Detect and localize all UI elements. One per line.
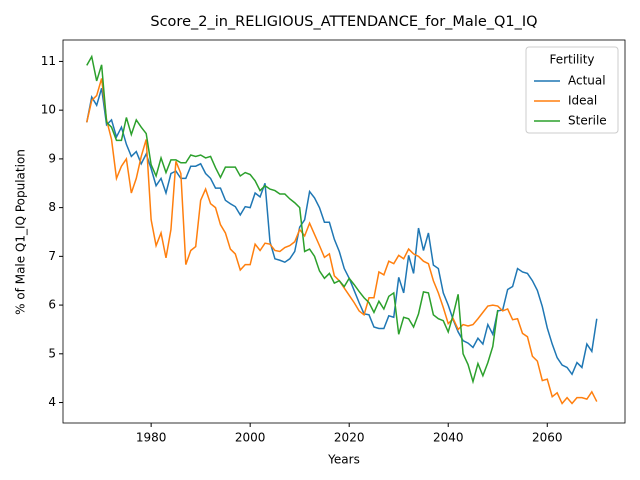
x-tick-label: 2020	[334, 431, 365, 445]
x-axis-label: Years	[327, 453, 360, 467]
y-tick-label: 4	[48, 395, 56, 409]
y-tick-label: 10	[41, 103, 56, 117]
y-tick-label: 8	[48, 200, 56, 214]
legend-title: Fertility	[549, 53, 594, 67]
y-tick-label: 6	[48, 298, 56, 312]
y-tick-label: 7	[48, 249, 56, 263]
x-tick-label: 1980	[136, 431, 167, 445]
chart-title: Score_2_in_RELIGIOUS_ATTENDANCE_for_Male…	[150, 14, 537, 30]
series-line	[86, 54, 499, 385]
x-tick-label: 2000	[235, 431, 266, 445]
y-axis-label: % of Male Q1_IQ Population	[14, 149, 28, 315]
legend-label: Ideal	[568, 94, 597, 108]
legend-label: Sterile	[568, 114, 607, 128]
y-tick-label: 5	[48, 346, 56, 360]
x-tick-label: 2040	[433, 431, 464, 445]
plot-frame	[62, 39, 626, 424]
y-tick-label: 9	[48, 151, 56, 165]
y-tick-label: 11	[41, 54, 56, 68]
x-tick-label: 2060	[532, 431, 563, 445]
series-line	[86, 88, 598, 376]
legend-label: Actual	[568, 74, 606, 88]
series-line	[86, 78, 598, 405]
legend-box	[525, 46, 619, 134]
